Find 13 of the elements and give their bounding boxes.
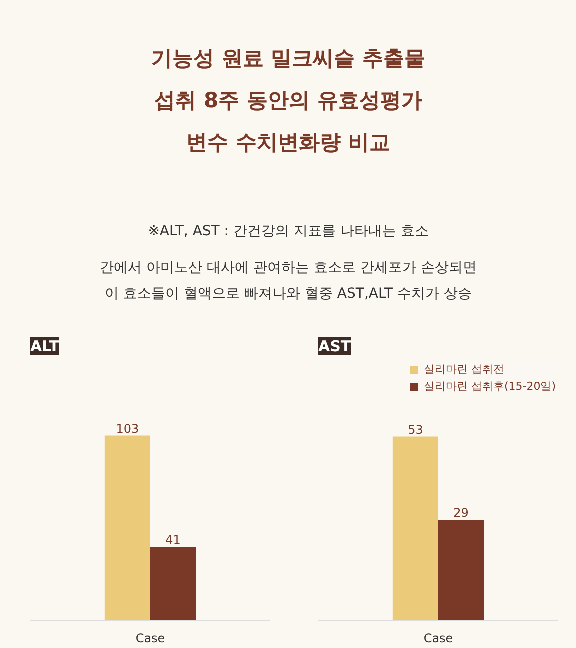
x-tick-label: Case xyxy=(424,632,454,646)
text: ※ALT, AST : 간건강의 지표를 나타내는 효소 xyxy=(148,224,429,240)
data-label: 29 xyxy=(454,506,469,520)
chart-title: AST xyxy=(318,338,352,356)
data-label: 103 xyxy=(116,422,140,436)
chart-title: ALT xyxy=(30,338,60,356)
x-tick-label: Case xyxy=(136,632,166,646)
legend-label: 실리마린 섭취후(15-20일) xyxy=(424,379,556,394)
text: 기능성 원료 밀크씨슬 추출물 섭취 8주 동안의 유효성평가 변수 수치변화량 비교 xyxy=(152,46,426,155)
text: 간에서 아미노산 대사에 관여하는 효소로 간세포가 손상되면 이 효소들이 혈액으로 빠져나와 혈중 AST,ALT 수치가 상승 xyxy=(100,260,477,302)
data-label: 41 xyxy=(166,532,181,547)
legend-label: 실리마린 섭취전 xyxy=(424,362,504,377)
data-label: 53 xyxy=(408,422,424,437)
